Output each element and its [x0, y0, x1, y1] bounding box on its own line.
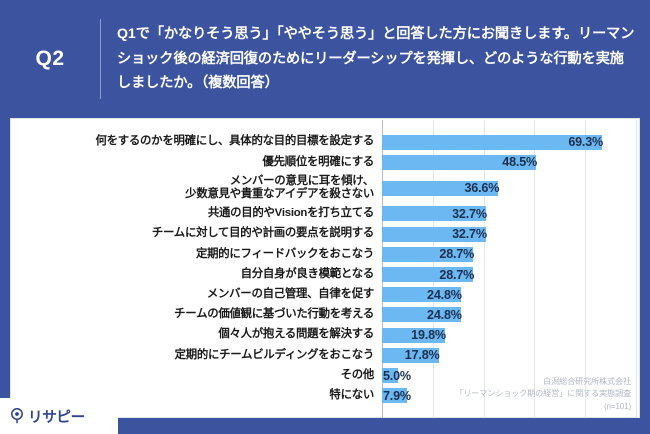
bar-chart-row: メンバーの自己管理、自律を促す 24.8%	[11, 285, 641, 305]
category-label: チームの価値観に基づいた行動を考える	[174, 308, 374, 321]
bar-value-label: 32.7%	[452, 206, 487, 221]
bar	[382, 287, 461, 303]
bar-value-label: 5.0%	[383, 368, 411, 383]
bar-value-label: 48.5%	[502, 155, 537, 170]
bar	[382, 206, 486, 222]
bar	[382, 267, 474, 283]
bar-chart-row: 優先順位を明確にする 48.5%	[11, 152, 641, 172]
bar	[382, 327, 445, 343]
question-header: Q2 Q1で「かなりそう思う」「ややそう思う」と回答した方にお聞きします。リーマ…	[0, 0, 650, 118]
bar-chart-row: チームの価値観に基づいた行動を考える 24.8%	[11, 305, 641, 325]
credit-line-2: 「リーマンショック期の経営」に関する実態調査	[455, 389, 631, 399]
bar-value-label: 24.8%	[427, 287, 462, 302]
bar-chart-row: 共通の目的やVisionを打ち立てる 32.7%	[11, 204, 641, 224]
bar	[382, 388, 408, 404]
gridline	[534, 120, 536, 418]
category-label: 個々人が抱える問題を解決する	[218, 328, 374, 341]
bar	[382, 347, 439, 363]
chart-panel: 何をするのかを明確にし、具体的な目的目標を設定する 69.3% 優先順位を明確にする…	[10, 118, 640, 418]
bar-track: 7.9%	[382, 386, 641, 406]
bar-value-label: 32.7%	[452, 227, 487, 242]
category-label: その他	[340, 368, 375, 381]
category-label: メンバーの意見に耳を傾け、 少数意見や貴重なアイデアを殺さない	[185, 174, 374, 201]
bar-chart-row: 自分自身が良き模範となる 28.7%	[11, 265, 641, 285]
question-number: Q2	[35, 47, 65, 70]
category-label: 定期的にチームビルディングをおこなう	[174, 348, 375, 361]
category-label: 定期的にフィードバックをおこなう	[195, 247, 374, 260]
bar-chart-row: 何をするのかを明確にし、具体的な目的目標を設定する 69.3%	[11, 132, 641, 152]
bar-track: 32.7%	[382, 224, 641, 244]
bar-chart-row: 特にない 7.9%	[11, 386, 641, 406]
location-pin-icon	[11, 408, 23, 424]
credit-line-3: (n=101)	[603, 401, 631, 411]
gridline	[585, 120, 587, 418]
bar	[382, 307, 461, 323]
category-label: 何をするのかを明確にし、具体的な目的目標を設定する	[95, 135, 374, 148]
bar-value-label: 69.3%	[568, 135, 604, 150]
bar-track: 48.5%	[382, 152, 641, 172]
category-label: チームに対して目的や計画の要点を説明する	[151, 227, 374, 240]
bar-chart-row: 定期的にフィードバックをおこなう 28.7%	[11, 244, 641, 264]
bar	[382, 180, 499, 196]
bar-chart-rows: 何をするのかを明確にし、具体的な目的目標を設定する 69.3% 優先順位を明確にする…	[11, 119, 641, 419]
bar-chart-row: その他 5.0%	[11, 366, 641, 386]
gridline	[483, 120, 485, 418]
brand-name: リサピー	[28, 409, 85, 426]
brand-logo: リサピー	[0, 398, 118, 434]
bar	[382, 226, 486, 242]
category-label: 共通の目的やVisionを打ち立てる	[207, 207, 374, 220]
bar-track: 36.6%	[382, 172, 641, 204]
bar-track: 32.7%	[382, 204, 641, 224]
source-credit: 白潟総合研究所株式会社 「リーマンショック期の経営」に関する実態調査 (n=10…	[455, 376, 631, 413]
bar	[382, 246, 474, 262]
bar-value-label: 28.7%	[439, 267, 475, 282]
bar-value-label: 17.8%	[404, 348, 440, 363]
credit-line-1: 白潟総合研究所株式会社	[543, 376, 631, 386]
category-label: 特にない	[329, 389, 374, 402]
bar-track: 5.0%	[382, 366, 641, 386]
bar-value-label: 28.7%	[439, 247, 475, 262]
bar-track: 19.8%	[382, 325, 641, 345]
gridline	[636, 120, 637, 418]
bar-chart-row: メンバーの意見に耳を傾け、 少数意見や貴重なアイデアを殺さない 36.6%	[11, 172, 641, 204]
category-label: 自分自身が良き模範となる	[240, 267, 375, 280]
bar-track: 28.7%	[382, 265, 641, 285]
bar-track: 17.8%	[382, 345, 641, 365]
category-label: 優先順位を明確にする	[262, 155, 374, 168]
bar-value-label: 24.8%	[427, 307, 462, 322]
bar-track: 28.7%	[382, 244, 641, 264]
question-text: Q1で「かなりそう思う」「ややそう思う」と回答した方にお聞きします。リーマンショ…	[117, 26, 635, 92]
bar-value-label: 36.6%	[464, 181, 500, 196]
header-divider	[100, 19, 101, 99]
bar-chart-row: 定期的にチームビルディングをおこなう 17.8%	[11, 345, 641, 365]
bar	[382, 134, 603, 150]
bar-value-label: 19.8%	[411, 328, 446, 343]
bar-track: 69.3%	[382, 132, 641, 152]
bar-chart-row: チームに対して目的や計画の要点を説明する 32.7%	[11, 224, 641, 244]
bar-track: 24.8%	[382, 305, 641, 325]
bar-value-label: 7.9%	[383, 388, 411, 403]
category-label: メンバーの自己管理、自律を促す	[206, 288, 374, 301]
bar	[382, 154, 536, 170]
bar-chart-row: 個々人が抱える問題を解決する 19.8%	[11, 325, 641, 345]
bar-track: 24.8%	[382, 285, 641, 305]
bar	[382, 368, 398, 384]
